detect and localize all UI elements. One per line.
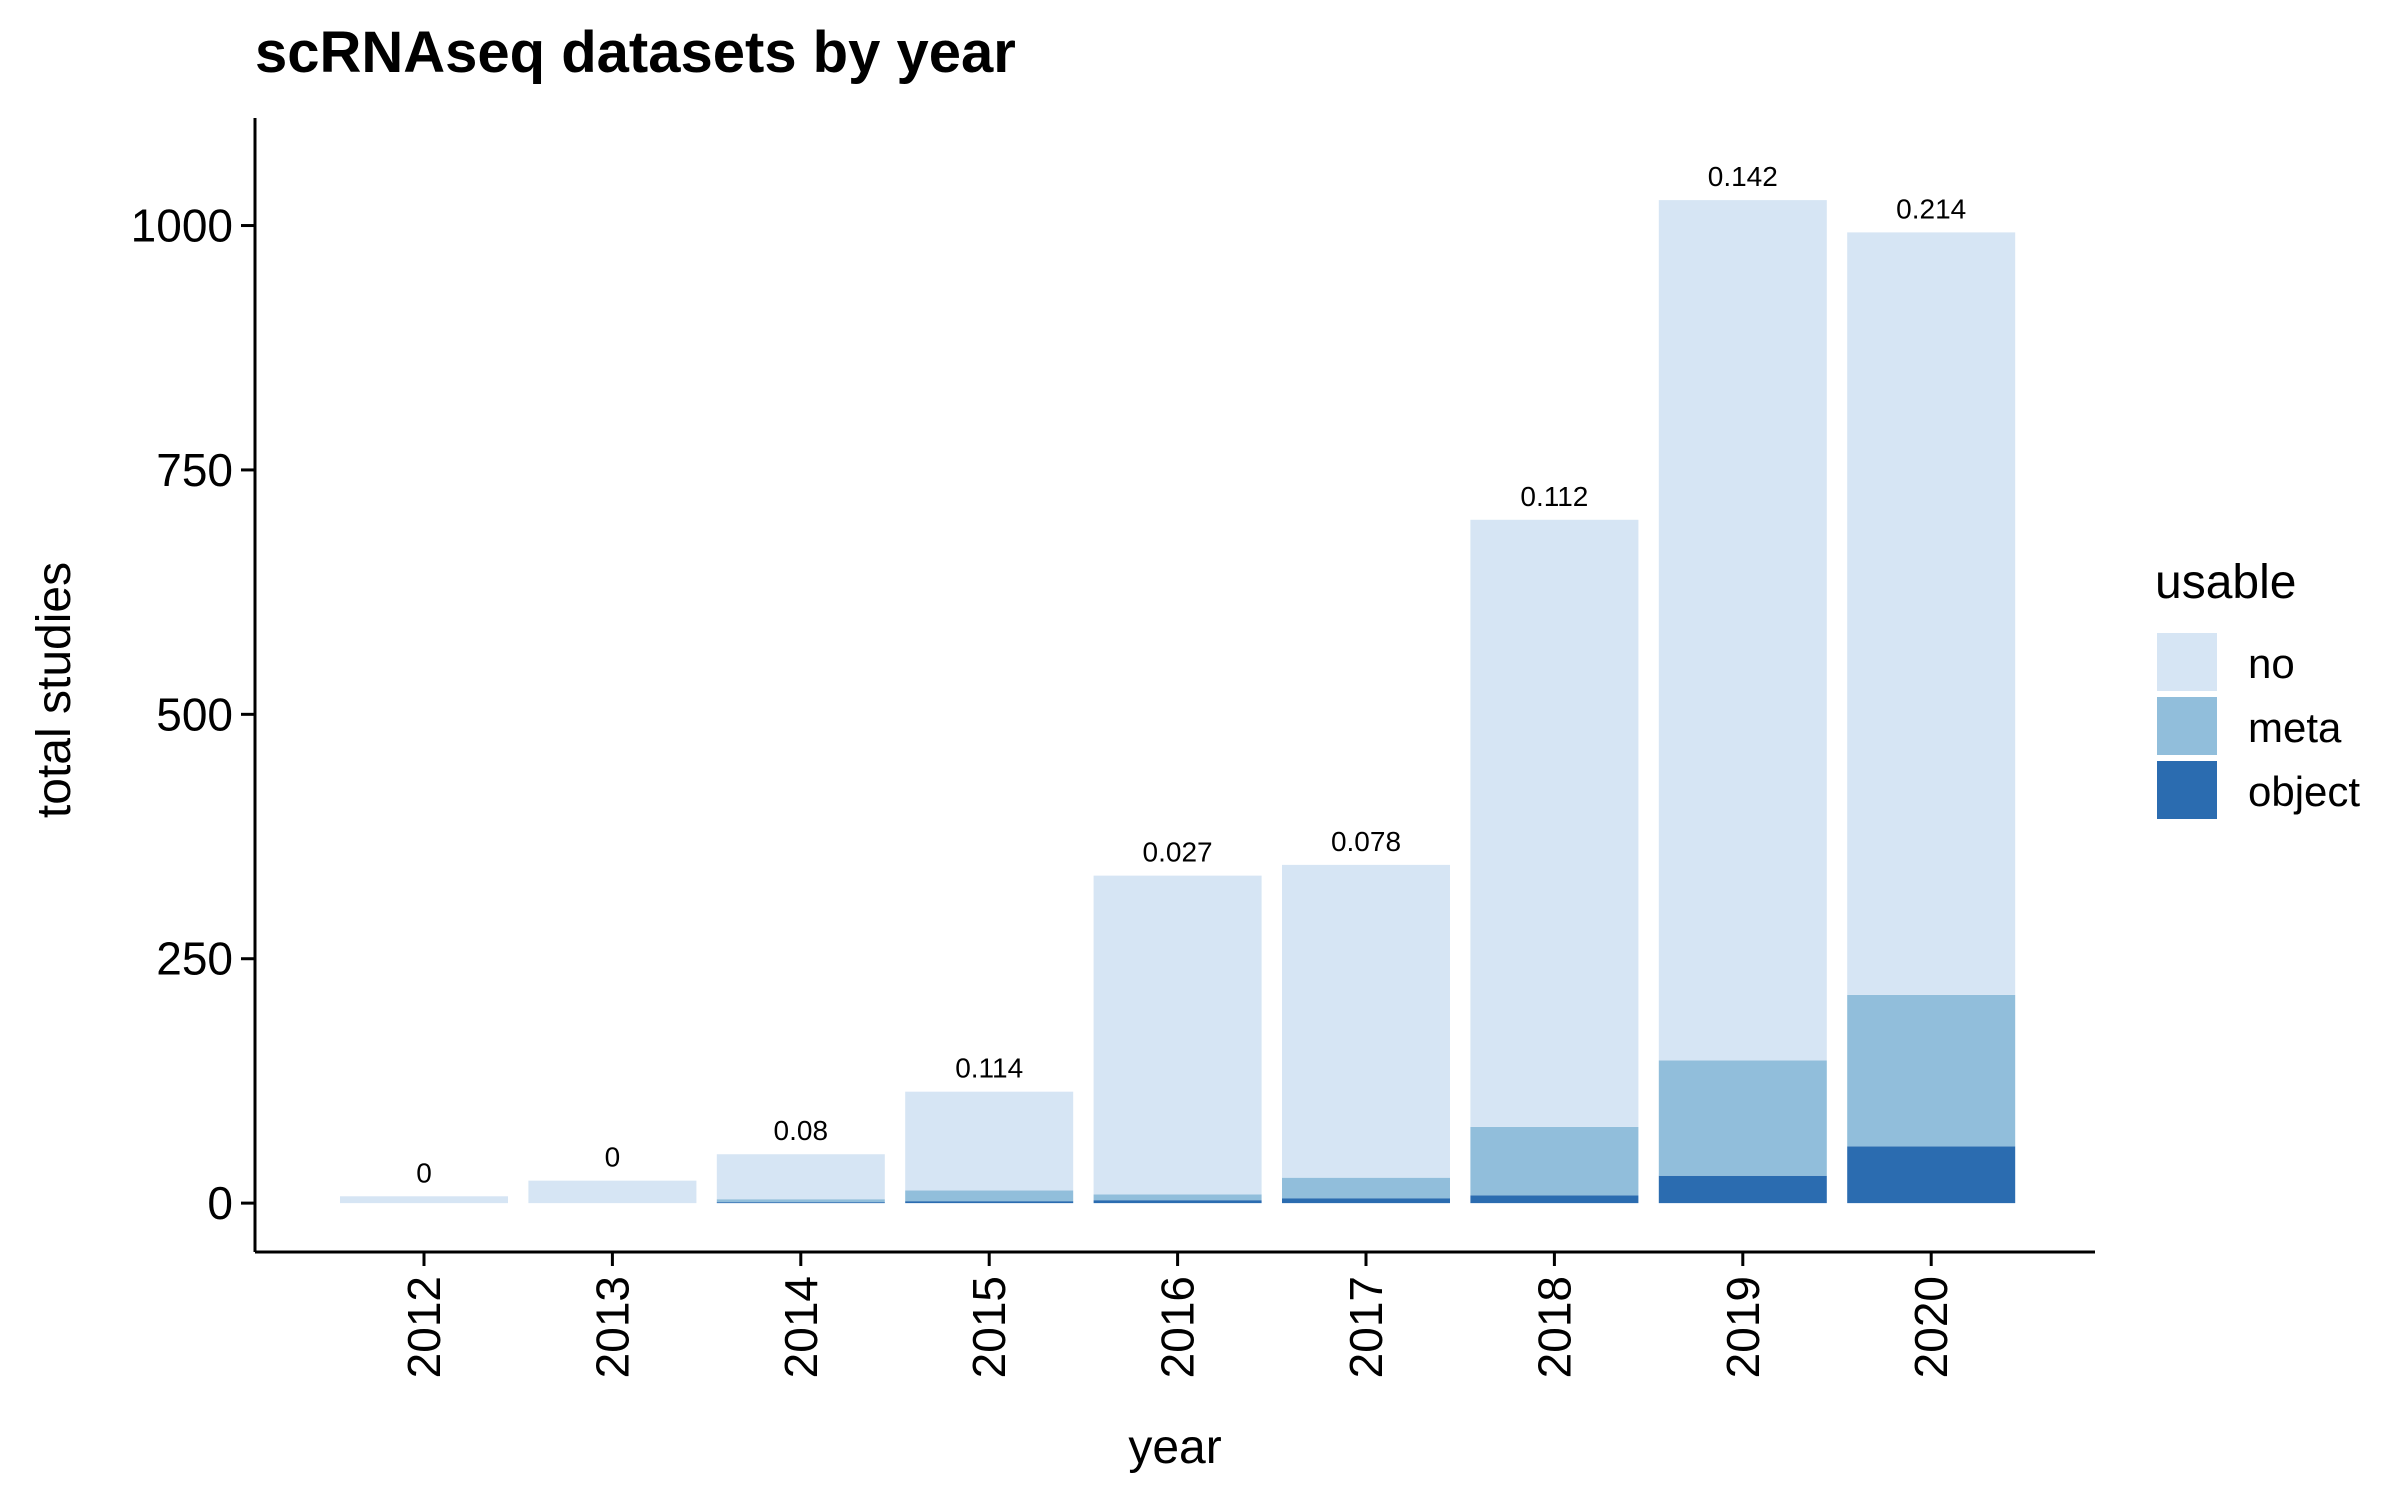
x-tick-label-2020: 2020 (1905, 1276, 1957, 1378)
legend-label-meta: meta (2248, 704, 2342, 751)
bar-meta-2020 (1847, 994, 2016, 1147)
bar-no-2020 (1847, 232, 2016, 995)
bar-object-2015 (905, 1201, 1074, 1204)
bar-object-2020 (1847, 1146, 2016, 1204)
bar-meta-2018 (1470, 1126, 1639, 1196)
bar-no-2015 (905, 1091, 1074, 1191)
bar-no-2019 (1658, 200, 1827, 1061)
x-tick-label-2015: 2015 (963, 1276, 1015, 1378)
bars-group (340, 200, 2016, 1204)
bar-meta-2014 (716, 1199, 885, 1203)
legend-title: usable (2155, 556, 2296, 609)
legend-label-object: object (2248, 768, 2360, 815)
y-tick-label-1000: 1000 (131, 200, 233, 252)
bar-label-2017: 0.078 (1331, 826, 1401, 857)
bar-meta-2015 (905, 1190, 1074, 1202)
bar-meta-2017 (1282, 1177, 1450, 1199)
bar-object-2017 (1282, 1198, 1450, 1204)
bar-no-2013 (528, 1180, 697, 1204)
bar-object-2019 (1658, 1175, 1827, 1204)
x-axis-title: year (1128, 1421, 1221, 1474)
bar-label-2015: 0.114 (955, 1053, 1023, 1084)
x-tick-label-2013: 2013 (586, 1276, 638, 1378)
chart-title: scRNAseq datasets by year (255, 20, 1016, 85)
x-tick-label-2012: 2012 (398, 1276, 450, 1378)
legend-label-no: no (2248, 640, 2295, 687)
y-axis-title: total studies (28, 562, 81, 818)
legend: usable no meta object (2155, 556, 2360, 819)
bar-meta-2019 (1658, 1060, 1827, 1176)
bar-object-2014 (716, 1202, 885, 1204)
bar-no-2016 (1093, 875, 1262, 1195)
bar-no-2014 (716, 1154, 885, 1200)
legend-key-no (2157, 633, 2217, 691)
y-ticks-group: 0 250 500 750 1000 (131, 200, 255, 1229)
bar-no-2017 (1282, 864, 1450, 1178)
bar-label-2020: 0.214 (1896, 193, 1966, 224)
x-tick-label-2018: 2018 (1528, 1276, 1580, 1378)
bar-no-2018 (1470, 519, 1639, 1127)
legend-key-meta (2157, 697, 2217, 755)
x-ticks-group: 2012 2013 2014 2015 2016 2017 2018 2019 2020 (398, 1252, 1957, 1378)
y-tick-label-750: 750 (156, 444, 233, 496)
x-tick-label-2014: 2014 (775, 1276, 827, 1378)
bar-object-2018 (1470, 1195, 1639, 1204)
bar-label-2014: 0.08 (774, 1115, 829, 1146)
bar-object-2016 (1093, 1200, 1262, 1204)
y-tick-label-250: 250 (156, 933, 233, 985)
bar-label-2018: 0.112 (1520, 481, 1588, 512)
legend-key-object (2157, 761, 2217, 819)
bar-label-2019: 0.142 (1708, 161, 1778, 192)
bar-label-2013: 0 (605, 1142, 621, 1173)
x-tick-label-2019: 2019 (1717, 1276, 1769, 1378)
bar-label-2016: 0.027 (1143, 837, 1213, 868)
y-tick-label-500: 500 (156, 688, 233, 740)
bar-meta-2016 (1093, 1194, 1262, 1201)
x-tick-label-2016: 2016 (1152, 1276, 1204, 1378)
bar-label-2012: 0 (416, 1157, 432, 1188)
bar-no-2012 (340, 1196, 508, 1204)
y-tick-label-0: 0 (207, 1177, 233, 1229)
bar-labels-group: 0 0 0.08 0.114 0.027 0.078 0.112 0.142 0.214 (416, 161, 1966, 1188)
x-tick-label-2017: 2017 (1340, 1276, 1392, 1378)
